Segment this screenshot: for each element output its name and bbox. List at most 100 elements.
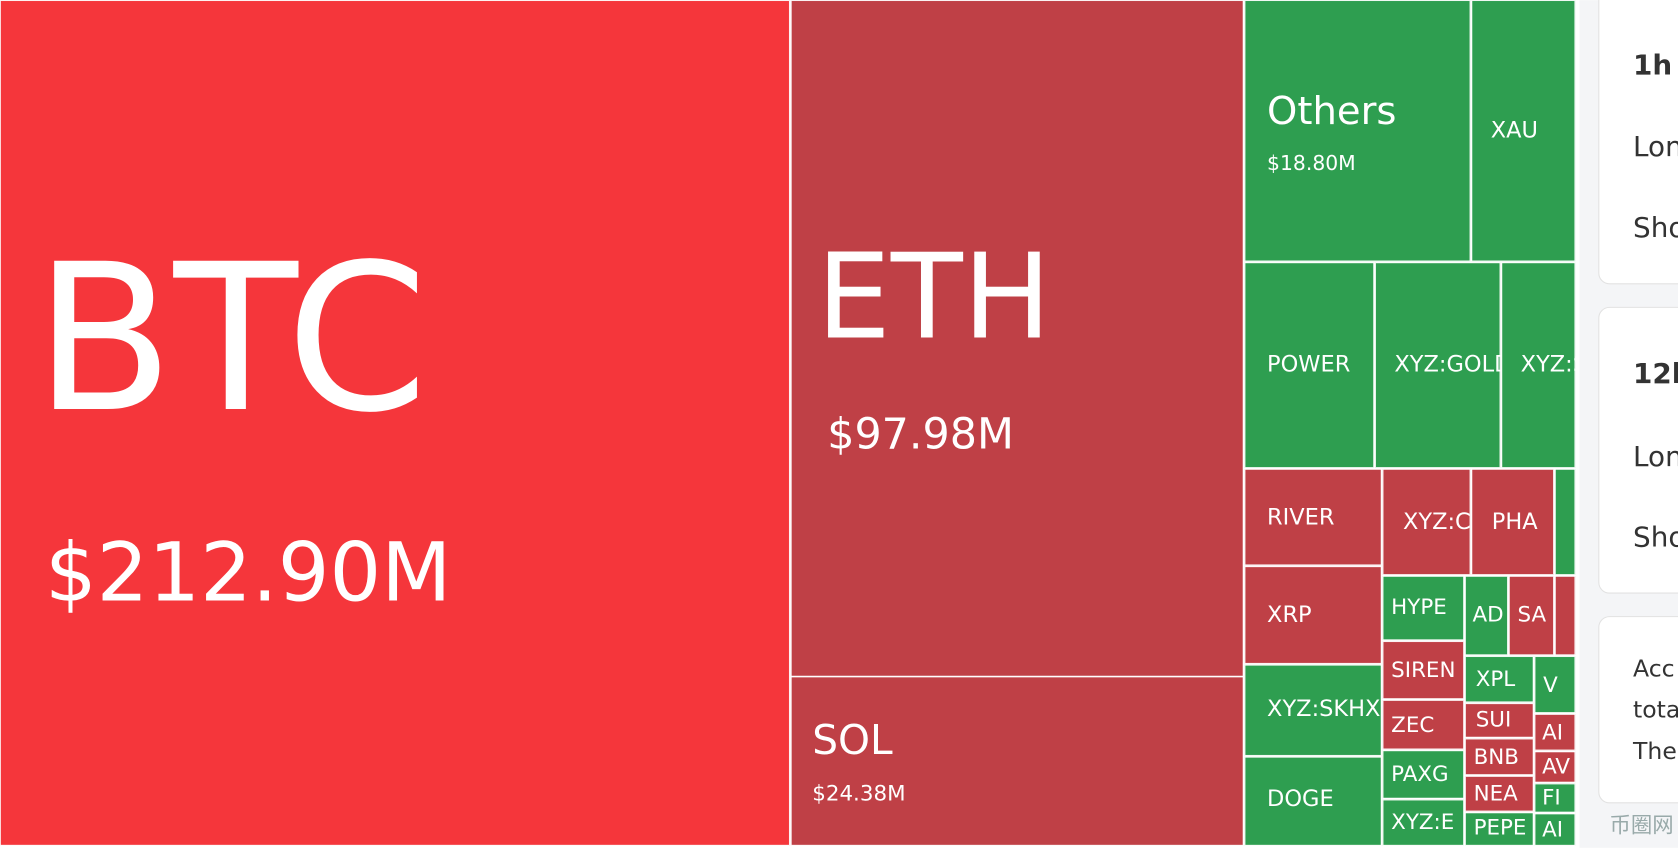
cell-bg	[1554, 468, 1576, 575]
treemap-cell: V	[1534, 656, 1576, 713]
treemap-cell: SUI	[1465, 703, 1534, 738]
treemap-cell: SOL $24.38M	[790, 676, 1244, 846]
cell-value: $24.38M	[812, 781, 905, 806]
cell-bg	[1382, 468, 1471, 575]
treemap-cell: AI	[1534, 813, 1576, 846]
cell-bg	[1508, 575, 1554, 656]
treemap-cell: SA	[1508, 575, 1554, 656]
cell-bg	[1465, 776, 1534, 812]
cell-label: SIREN	[1391, 658, 1455, 683]
cell-bg	[1534, 783, 1576, 813]
treemap-cell: PEPE	[1465, 812, 1534, 846]
treemap-cell: SIREN	[1382, 641, 1464, 700]
cell-label: XYZ:E	[1391, 810, 1454, 835]
cell-value: $97.98M	[827, 409, 1014, 459]
cell-bg	[1382, 700, 1464, 750]
cell-value: $212.90M	[45, 527, 451, 621]
card-line: Lon	[1633, 440, 1678, 473]
card-title: 1h	[1633, 49, 1672, 82]
cell-label: XYZ:S	[1521, 352, 1587, 378]
cell-label: NEA	[1474, 781, 1519, 806]
treemap-cell: XYZ:S	[1501, 262, 1587, 468]
card-line: Acc	[1633, 655, 1675, 683]
treemap-cell: XYZ:C	[1382, 468, 1471, 575]
treemap-cell: PAXG	[1382, 750, 1464, 799]
cell-label: RIVER	[1267, 505, 1334, 531]
card-line: Sho	[1633, 521, 1678, 554]
cell-label: BNB	[1474, 745, 1519, 770]
cell-label: AV	[1542, 755, 1570, 780]
cell-label: PEPE	[1474, 816, 1527, 841]
cell-bg	[1465, 812, 1534, 846]
cell-label: ETH	[817, 228, 1052, 365]
cell-bg	[1244, 566, 1382, 664]
cell-bg	[1244, 468, 1382, 566]
cell-label: AI	[1542, 818, 1563, 843]
treemap-cell: POWER	[1244, 262, 1375, 468]
treemap-cell	[1554, 575, 1576, 656]
cell-label: XAU	[1491, 117, 1538, 143]
cell-label: PAXG	[1391, 762, 1448, 787]
card-title: 12h	[1633, 357, 1678, 390]
treemap-cell: ZEC	[1382, 700, 1464, 750]
treemap-cell: RIVER	[1244, 468, 1382, 566]
treemap-cell	[1554, 468, 1576, 575]
cell-label: PHA	[1492, 509, 1538, 535]
treemap-cell: FI	[1534, 783, 1576, 813]
cell-label: XPL	[1476, 667, 1516, 692]
cell-bg	[1465, 703, 1534, 738]
cell-bg	[1375, 262, 1501, 468]
treemap-cell: XPL	[1465, 656, 1534, 703]
cell-value: $18.80M	[1267, 151, 1356, 175]
cell-label: XYZ:GOLD	[1394, 352, 1511, 378]
cell-bg	[1501, 262, 1576, 468]
watermark: 币圈网	[1610, 813, 1674, 838]
card-line: tota	[1633, 695, 1678, 723]
treemap-cell: AD	[1465, 575, 1508, 656]
cell-bg	[1534, 656, 1576, 713]
cell-bg	[1471, 0, 1576, 262]
cell-bg	[1244, 664, 1382, 756]
card-line: Lon	[1633, 130, 1678, 163]
treemap-cell: PHA	[1471, 468, 1554, 575]
treemap-cell: ETH $97.98M	[790, 0, 1244, 677]
cell-label: AD	[1473, 603, 1504, 628]
cell-bg	[0, 0, 790, 846]
cell-bg	[790, 676, 1244, 846]
treemap-cell: NEA	[1465, 776, 1534, 812]
cell-bg	[1534, 813, 1576, 846]
cell-label: FI	[1542, 786, 1561, 811]
cell-bg	[1554, 575, 1576, 656]
cell-bg	[790, 0, 1244, 677]
cell-bg	[1382, 750, 1464, 799]
cell-label: XRP	[1267, 602, 1312, 628]
treemap-cell: XRP	[1244, 566, 1382, 664]
cell-bg	[1534, 751, 1576, 783]
card-line: Sho	[1633, 211, 1678, 244]
cell-bg	[1244, 0, 1471, 262]
cell-label: ZEC	[1391, 713, 1434, 738]
cell-label: SOL	[812, 716, 893, 764]
cell-bg	[1471, 468, 1554, 575]
treemap-cell: XYZ:SKHX	[1244, 664, 1382, 756]
cell-label: SA	[1517, 603, 1546, 628]
cell-label: AI	[1542, 720, 1563, 745]
cell-bg	[1465, 656, 1534, 703]
cell-bg	[1534, 714, 1576, 751]
cell-label: Others	[1267, 89, 1396, 134]
treemap-cell: AV	[1534, 751, 1576, 783]
cell-label: HYPE	[1391, 595, 1447, 620]
cell-bg	[1465, 738, 1534, 776]
cell-label: BTC	[34, 220, 428, 457]
cell-bg	[1382, 575, 1464, 641]
card	[1598, 306, 1678, 594]
cell-bg	[1244, 262, 1375, 468]
treemap-cell: DOGE	[1244, 756, 1382, 846]
cell-label: SUI	[1476, 707, 1512, 732]
treemap-cell: XYZ:E	[1382, 799, 1464, 846]
cell-label: XYZ:C	[1403, 509, 1471, 535]
cell-label: POWER	[1267, 352, 1350, 378]
cell-bg	[1244, 756, 1382, 846]
